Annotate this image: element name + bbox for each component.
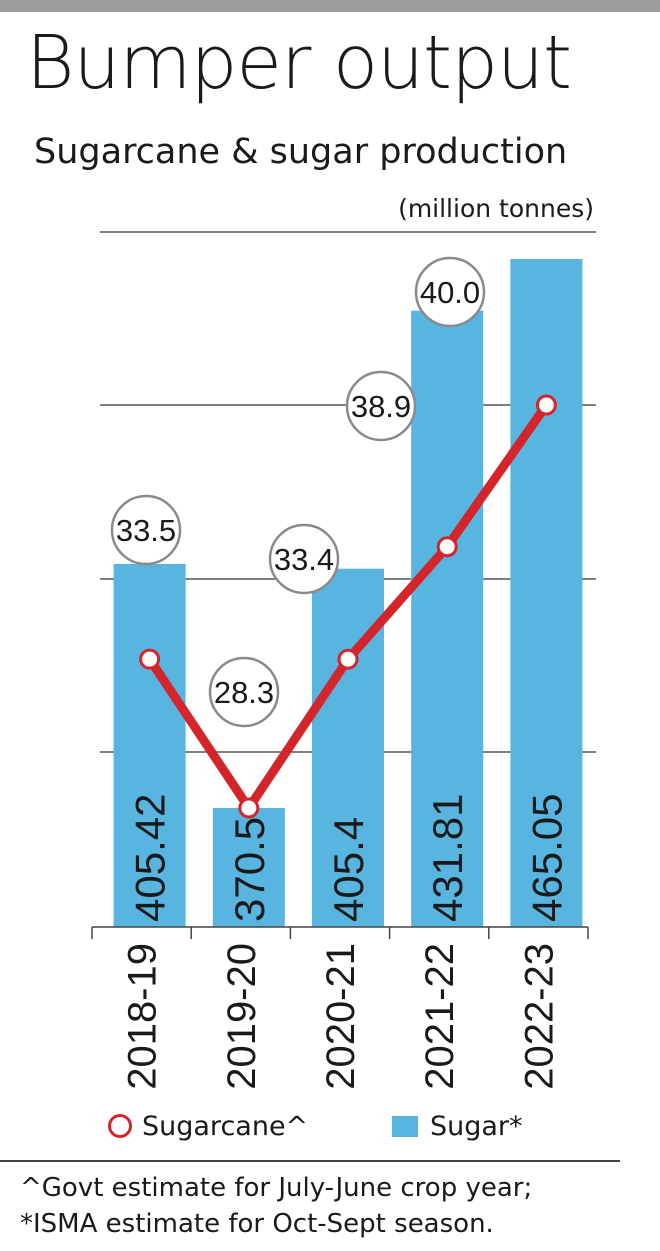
data-label-sugar: 33.5: [116, 513, 176, 548]
legend-sugarcane-marker: [108, 1114, 132, 1138]
x-tick-label: 2018-19: [121, 943, 165, 1090]
data-label-sugarcane: 431.81: [424, 794, 471, 922]
footnote-divider: [0, 1160, 620, 1162]
data-label-sugarcane: 405.42: [127, 794, 174, 922]
legend-sugarcane-label: Sugarcane^: [142, 1110, 309, 1142]
bar-sugar: [212, 808, 285, 927]
bubble-sugar: [268, 523, 340, 595]
top-bar: [0, 0, 660, 12]
units-label: (million tonnes): [398, 194, 594, 223]
footnote-sugar: *ISMA estimate for Oct-Sept season.: [20, 1209, 494, 1239]
point-sugarcane: [337, 648, 359, 670]
x-tick-label: 2021-22: [418, 943, 462, 1090]
data-label-sugarcane: 370.5: [226, 817, 273, 922]
chart-title: Bumper output: [26, 20, 572, 106]
x-tick-label: 2019-20: [220, 943, 264, 1090]
data-label-sugar: 28.3: [214, 675, 274, 710]
bubble-sugar: [345, 370, 417, 442]
x-tick-label: 2020-21: [319, 943, 363, 1090]
footnote-sugarcane: ^Govt estimate for July-June crop year;: [20, 1173, 533, 1203]
data-label-sugar: 33.4: [274, 542, 334, 577]
data-label-sugarcane: 405.4: [325, 817, 372, 922]
data-label-sugar: 40.0: [420, 275, 480, 310]
point-sugarcane: [139, 648, 161, 670]
bar-sugar: [510, 259, 583, 927]
bubble-sugar: [414, 256, 486, 328]
bubble-sugar: [208, 656, 280, 728]
data-label-sugar: 38.9: [351, 389, 411, 424]
legend-sugar-label: Sugar*: [430, 1110, 523, 1142]
point-sugarcane: [238, 797, 260, 819]
point-sugarcane: [436, 536, 458, 558]
legend-item-sugarcane: Sugarcane^: [108, 1108, 308, 1144]
point-sugarcane: [535, 394, 557, 416]
x-tick-label: 2022-23: [517, 943, 561, 1090]
bubble-sugar: [110, 494, 182, 566]
legend-item-sugar: Sugar*: [392, 1108, 523, 1144]
bar-sugar: [113, 564, 186, 927]
data-label-sugarcane: 465.05: [523, 794, 570, 922]
footnotes: ^Govt estimate for July-June crop year; …: [20, 1170, 532, 1242]
legend-sugar-marker: [392, 1115, 418, 1137]
chart-subtitle: Sugarcane & sugar production: [34, 132, 568, 172]
bar-sugar: [411, 310, 484, 927]
